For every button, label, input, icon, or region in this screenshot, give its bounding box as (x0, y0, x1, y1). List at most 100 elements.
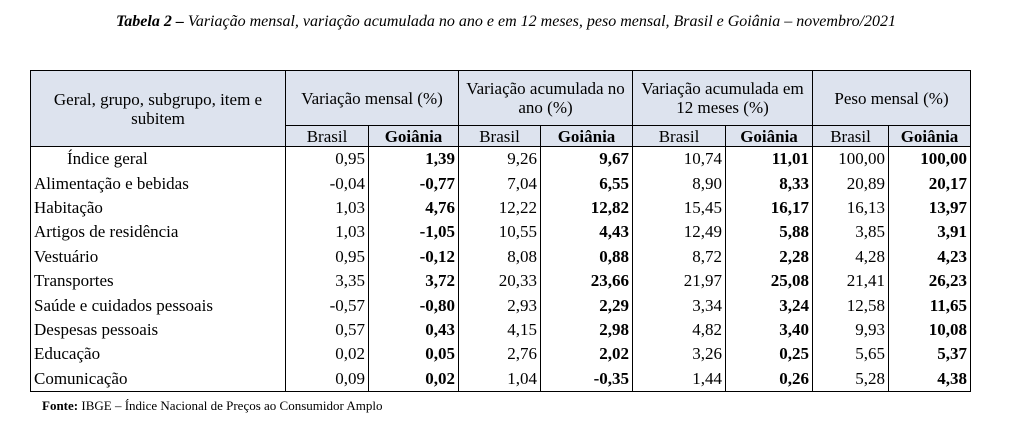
source-text: IBGE – Índice Nacional de Preços ao Cons… (81, 398, 383, 413)
table-row: Vestuário 0,95 -0,12 8,08 0,88 8,72 2,28 4,28 4,… (30, 244, 971, 269)
table-row: Transportes 3,35 3,72 20,33 23,66 21,97 25,08 2… (30, 268, 971, 294)
data-table: Geral, grupo, subgrupo, item e subitem Va… (30, 70, 971, 392)
value-cell: 0,02 (368, 366, 459, 392)
value-cell: 3,72 (368, 268, 459, 294)
value-cell: 7,04 (458, 171, 541, 196)
value-cell: -0,04 (285, 171, 369, 196)
value-cell: 4,82 (632, 317, 726, 343)
value-cell: 5,65 (812, 342, 889, 367)
table-row: Comunicação 0,09 0,02 1,04 -0,35 1,44 0,26 5,28… (30, 366, 971, 392)
row-label: Saúde e cuidados pessoais (30, 293, 286, 318)
value-cell: 3,40 (725, 317, 813, 343)
value-cell: 10,55 (458, 220, 541, 245)
value-cell: 25,08 (725, 268, 813, 294)
value-cell: 2,29 (540, 293, 633, 318)
value-cell: 9,93 (812, 317, 889, 343)
value-cell: 11,65 (888, 293, 971, 318)
value-cell: 0,95 (285, 146, 369, 172)
value-cell: 12,58 (812, 293, 889, 318)
table-row: Saúde e cuidados pessoais -0,57 -0,80 2,93 2… (30, 293, 971, 318)
value-cell: 1,04 (458, 366, 541, 392)
value-cell: 0,26 (725, 366, 813, 392)
value-cell: 9,67 (540, 146, 633, 172)
value-cell: 0,57 (285, 317, 369, 343)
sub-header: Brasil (285, 125, 369, 147)
value-cell: 2,02 (540, 342, 633, 367)
row-label: Despesas pessoais (30, 317, 286, 343)
value-cell: -0,35 (540, 366, 633, 392)
value-cell: 21,41 (812, 268, 889, 294)
row-label: Transportes (30, 268, 286, 294)
value-cell: 10,74 (632, 146, 726, 172)
row-label: Artigos de residência (30, 220, 286, 245)
table-row: Índice geral 0,95 1,39 9,26 9,67 10,74 11,01 10… (30, 146, 971, 172)
value-cell: 0,88 (540, 244, 633, 269)
source: Fonte: IBGE – Índice Nacional de Preços … (42, 398, 382, 414)
row-label: Comunicação (30, 366, 286, 392)
value-cell: -1,05 (368, 220, 459, 245)
sub-header: Brasil (458, 125, 541, 147)
row-label: Alimentação e bebidas (30, 171, 286, 196)
value-cell: 10,08 (888, 317, 971, 343)
value-cell: 23,66 (540, 268, 633, 294)
value-cell: 0,02 (285, 342, 369, 367)
value-cell: 5,88 (725, 220, 813, 245)
value-cell: 0,43 (368, 317, 459, 343)
value-cell: 9,26 (458, 146, 541, 172)
value-cell: 3,35 (285, 268, 369, 294)
sub-header: Goiânia (888, 125, 971, 147)
table-row: Artigos de residência 1,03 -1,05 10,55 4,43 1… (30, 220, 971, 245)
table-title: Tabela 2 – Variação mensal, variação acu… (60, 12, 952, 32)
value-cell: 0,05 (368, 342, 459, 367)
title-label: Tabela 2 – (115, 13, 184, 30)
value-cell: 8,72 (632, 244, 726, 269)
value-cell: 20,89 (812, 171, 889, 196)
value-cell: 100,00 (888, 146, 971, 172)
value-cell: 6,55 (540, 171, 633, 196)
value-cell: -0,12 (368, 244, 459, 269)
value-cell: 8,08 (458, 244, 541, 269)
value-cell: 8,90 (632, 171, 726, 196)
value-cell: 12,49 (632, 220, 726, 245)
table-row: Alimentação e bebidas -0,04 -0,77 7,04 6,55 8… (30, 171, 971, 196)
value-cell: 4,15 (458, 317, 541, 343)
value-cell: 1,03 (285, 220, 369, 245)
value-cell: 1,39 (368, 146, 459, 172)
value-cell: 12,22 (458, 195, 541, 221)
value-cell: 16,13 (812, 195, 889, 221)
table-row: Educação 0,02 0,05 2,76 2,02 3,26 0,25 5,65 5,37 (30, 342, 971, 367)
value-cell: 26,23 (888, 268, 971, 294)
value-cell: 4,23 (888, 244, 971, 269)
value-cell: 0,09 (285, 366, 369, 392)
title-text: Variação mensal, variação acumulada no a… (187, 13, 897, 30)
value-cell: 0,95 (285, 244, 369, 269)
sub-header: Goiânia (725, 125, 813, 147)
row-label: Índice geral (30, 146, 286, 172)
group-header: Variação mensal (%) (285, 70, 459, 126)
sub-header: Goiânia (368, 125, 459, 147)
source-label: Fonte: (42, 398, 79, 413)
group-header: Variação acumulada no ano (%) (458, 70, 633, 126)
value-cell: 2,93 (458, 293, 541, 318)
value-cell: 8,33 (725, 171, 813, 196)
value-cell: 0,25 (725, 342, 813, 367)
row-label: Habitação (30, 195, 286, 221)
value-cell: 12,82 (540, 195, 633, 221)
group-header: Peso mensal (%) (812, 70, 971, 126)
value-cell: 100,00 (812, 146, 889, 172)
value-cell: 2,98 (540, 317, 633, 343)
value-cell: 20,17 (888, 171, 971, 196)
sub-header: Brasil (632, 125, 726, 147)
value-cell: 16,17 (725, 195, 813, 221)
value-cell: 15,45 (632, 195, 726, 221)
sub-header: Goiânia (540, 125, 633, 147)
value-cell: 1,44 (632, 366, 726, 392)
value-cell: 2,76 (458, 342, 541, 367)
value-cell: -0,77 (368, 171, 459, 196)
value-cell: 5,37 (888, 342, 971, 367)
value-cell: -0,57 (285, 293, 369, 318)
value-cell: 4,28 (812, 244, 889, 269)
sub-header: Brasil (812, 125, 889, 147)
row-label: Vestuário (30, 244, 286, 269)
